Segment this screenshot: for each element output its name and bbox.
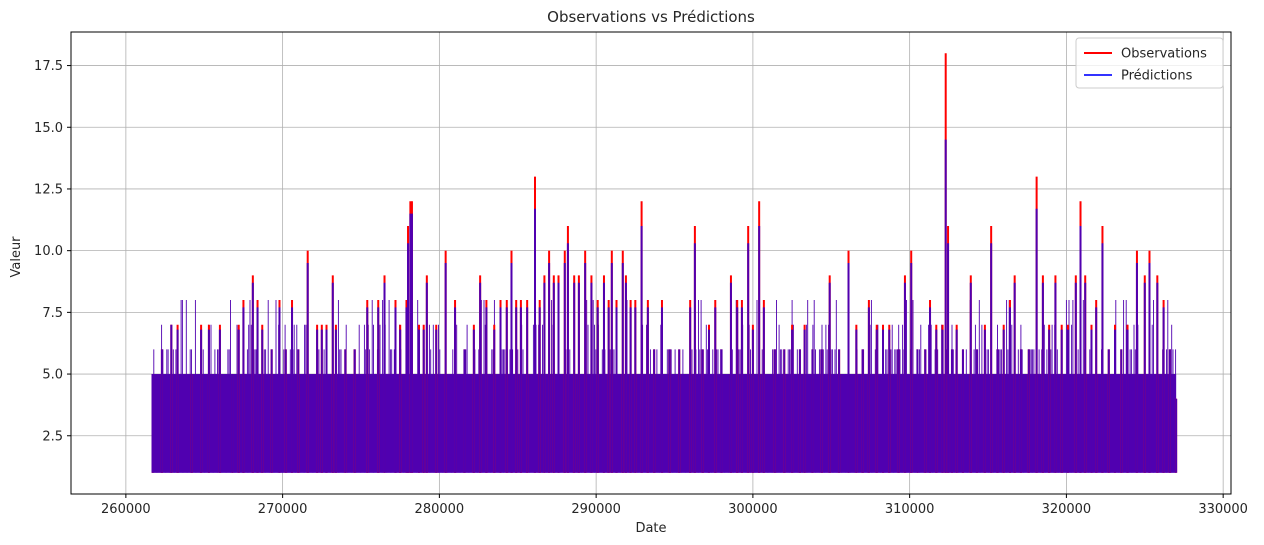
y-tick-label: 2.5 xyxy=(42,429,63,444)
y-tick-label: 12.5 xyxy=(34,182,63,197)
legend-label: Observations xyxy=(1121,47,1207,62)
x-tick-label: 300000 xyxy=(728,502,778,517)
y-tick-label: 5.0 xyxy=(42,368,63,383)
y-tick-label: 10.0 xyxy=(34,244,63,259)
legend: Observations Prédictions xyxy=(1075,37,1224,89)
x-tick-label: 310000 xyxy=(885,502,935,517)
y-tick-label: 17.5 xyxy=(34,59,63,74)
axes-frame xyxy=(70,31,1232,495)
x-tick-label: 320000 xyxy=(1042,502,1092,517)
y-axis-ticks: 2.5 5.0 7.5 10.0 12.5 15.0 17.5 xyxy=(34,59,71,444)
legend-box xyxy=(1075,37,1224,89)
x-axis-label: Date xyxy=(635,521,666,536)
y-tick-label: 15.0 xyxy=(34,121,63,136)
x-tick-label: 270000 xyxy=(258,502,308,517)
x-tick-label: 330000 xyxy=(1198,502,1248,517)
plot-area xyxy=(151,53,1178,473)
y-axis-label: Valeur xyxy=(9,236,24,278)
chart-title: Observations vs Prédictions xyxy=(547,8,755,26)
y-tick-label: 7.5 xyxy=(42,306,63,321)
x-tick-label: 280000 xyxy=(415,502,465,517)
x-axis-ticks: 260000 270000 280000 290000 300000 310000 3200… xyxy=(101,494,1248,517)
legend-label: Prédictions xyxy=(1121,69,1193,84)
x-tick-label: 260000 xyxy=(101,502,151,517)
x-tick-label: 290000 xyxy=(571,502,621,517)
